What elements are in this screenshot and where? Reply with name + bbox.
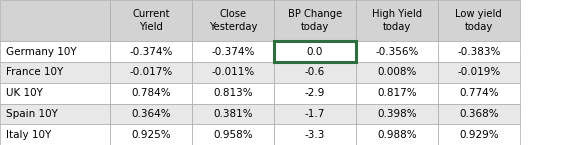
Bar: [192, 62, 274, 83]
Text: -1.7: -1.7: [305, 109, 325, 119]
Text: 0.929%: 0.929%: [459, 130, 499, 140]
Bar: [0, 0, 110, 41]
Bar: [110, 83, 192, 104]
Text: Spain 10Y: Spain 10Y: [6, 109, 58, 119]
Bar: [356, 83, 438, 104]
Bar: [438, 104, 520, 124]
Bar: [274, 41, 356, 62]
Text: -0.017%: -0.017%: [129, 67, 173, 77]
Bar: [110, 0, 192, 41]
Bar: [356, 124, 438, 145]
Text: Italy 10Y: Italy 10Y: [6, 130, 51, 140]
Bar: [110, 124, 192, 145]
Bar: [192, 104, 274, 124]
Bar: [0, 41, 110, 62]
Text: 0.364%: 0.364%: [131, 109, 171, 119]
Bar: [192, 124, 274, 145]
Text: France 10Y: France 10Y: [6, 67, 63, 77]
Bar: [274, 124, 356, 145]
Bar: [0, 62, 110, 83]
Bar: [438, 124, 520, 145]
Text: 0.988%: 0.988%: [377, 130, 417, 140]
Text: 0.774%: 0.774%: [459, 88, 499, 98]
Bar: [438, 62, 520, 83]
Text: -0.6: -0.6: [305, 67, 325, 77]
Bar: [192, 41, 274, 62]
Text: 0.925%: 0.925%: [131, 130, 171, 140]
Text: -0.374%: -0.374%: [211, 47, 255, 57]
Bar: [356, 62, 438, 83]
Bar: [438, 41, 520, 62]
Text: -0.356%: -0.356%: [375, 47, 419, 57]
Text: High Yield
today: High Yield today: [372, 9, 422, 32]
Bar: [356, 104, 438, 124]
Bar: [438, 83, 520, 104]
Bar: [110, 62, 192, 83]
Bar: [110, 41, 192, 62]
Bar: [192, 0, 274, 41]
Bar: [0, 83, 110, 104]
Text: -3.3: -3.3: [305, 130, 325, 140]
Text: 0.398%: 0.398%: [377, 109, 417, 119]
Text: Close
Yesterday: Close Yesterday: [209, 9, 257, 32]
Text: -0.383%: -0.383%: [457, 47, 501, 57]
Bar: [0, 104, 110, 124]
Bar: [274, 62, 356, 83]
Text: -2.9: -2.9: [305, 88, 325, 98]
Text: 0.0: 0.0: [307, 47, 323, 57]
Text: 0.958%: 0.958%: [213, 130, 253, 140]
Text: Germany 10Y: Germany 10Y: [6, 47, 76, 57]
Bar: [274, 83, 356, 104]
Text: Low yield
today: Low yield today: [455, 9, 502, 32]
Text: 0.368%: 0.368%: [459, 109, 499, 119]
Text: 0.784%: 0.784%: [131, 88, 171, 98]
Bar: [274, 0, 356, 41]
Text: Current
Yield: Current Yield: [132, 9, 170, 32]
Text: -0.019%: -0.019%: [457, 67, 501, 77]
Bar: [356, 41, 438, 62]
Text: 0.813%: 0.813%: [213, 88, 253, 98]
Text: 0.008%: 0.008%: [377, 67, 416, 77]
Text: -0.011%: -0.011%: [211, 67, 255, 77]
Text: -0.374%: -0.374%: [129, 47, 173, 57]
Text: UK 10Y: UK 10Y: [6, 88, 42, 98]
Bar: [356, 0, 438, 41]
Bar: [438, 0, 520, 41]
Bar: [0, 124, 110, 145]
Text: 0.381%: 0.381%: [213, 109, 253, 119]
Bar: [192, 83, 274, 104]
Bar: [274, 104, 356, 124]
Text: 0.817%: 0.817%: [377, 88, 417, 98]
Bar: [274, 41, 356, 62]
Text: BP Change
today: BP Change today: [288, 9, 342, 32]
Bar: [110, 104, 192, 124]
